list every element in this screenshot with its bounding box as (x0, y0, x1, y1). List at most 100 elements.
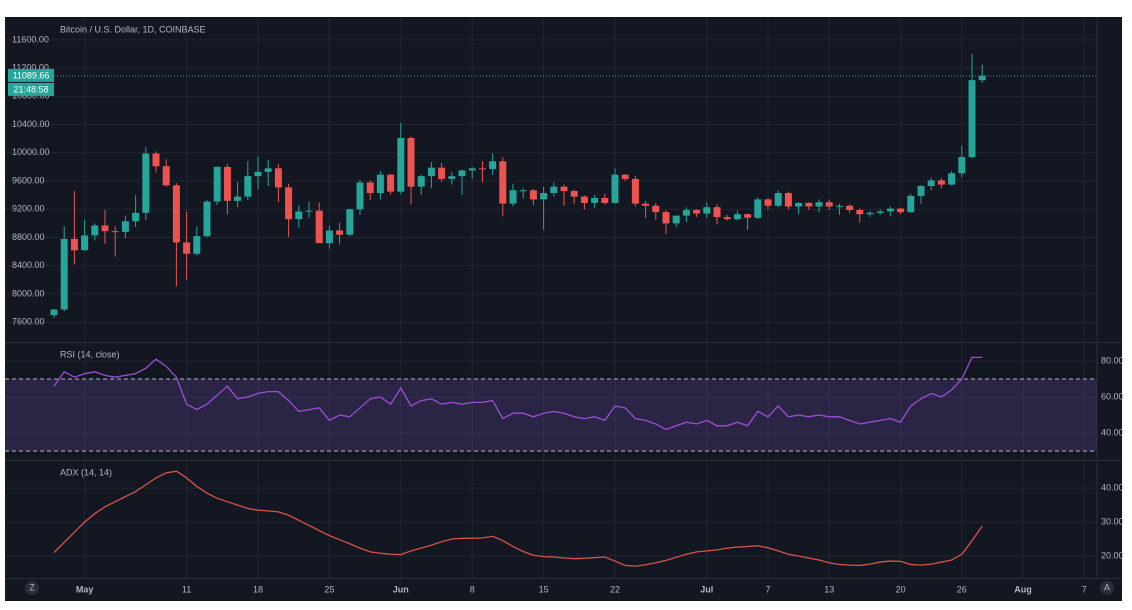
candle-body (489, 161, 497, 170)
candle-body (835, 205, 843, 207)
x-tick-label: 13 (824, 584, 834, 594)
x-tick-label: May (76, 584, 94, 594)
candle-body (244, 176, 252, 197)
candle-body (203, 201, 211, 237)
candle-body (846, 205, 854, 210)
y-tick-label: 7600.00 (12, 317, 45, 327)
y-tick-label: 80.00 (1101, 355, 1124, 365)
candle-body (111, 231, 119, 233)
x-tick-label: 26 (957, 584, 967, 594)
chart-background (5, 17, 1122, 601)
candle-body (336, 230, 344, 235)
candle-body (172, 185, 180, 243)
candle-body (295, 211, 303, 220)
candle-body (407, 138, 415, 187)
candle-body (315, 210, 323, 244)
candle-body (70, 238, 78, 251)
scale-button-label[interactable]: Z (29, 582, 35, 592)
candle-body (254, 171, 262, 177)
candle-body (183, 242, 191, 254)
y-tick-label: 8400.00 (12, 260, 45, 270)
indicator-line (53, 470, 983, 567)
candle-body (897, 208, 905, 213)
candle-body (438, 167, 446, 179)
candle-body (927, 180, 935, 186)
candle-body (274, 168, 282, 188)
candle-body (652, 205, 660, 213)
candle-body (886, 208, 894, 212)
candle-body (152, 153, 160, 167)
candle-body (754, 199, 762, 218)
countdown-box (8, 82, 54, 96)
candle-body (733, 214, 741, 220)
x-tick-label: Jun (393, 584, 409, 594)
candle-body (529, 190, 537, 200)
candle-body (682, 210, 690, 216)
candle-body (234, 196, 242, 201)
candle-body (132, 212, 140, 222)
candle-body (713, 207, 721, 218)
candle-body (427, 167, 435, 177)
candle-body (285, 187, 293, 220)
candle-body (448, 176, 456, 179)
candle-body (937, 180, 945, 185)
candle-body (346, 209, 354, 235)
candle-body (723, 217, 731, 220)
candle-body (509, 190, 517, 204)
candle-body (795, 202, 803, 207)
candle-body (560, 186, 568, 191)
candle-body (499, 161, 507, 204)
candle-body (91, 225, 99, 236)
candle-body (642, 203, 650, 206)
x-tick-label: 25 (324, 584, 334, 594)
candle-body (376, 174, 384, 194)
y-tick-label: 40.00 (1101, 427, 1124, 437)
scale-button[interactable] (25, 581, 39, 595)
candle-body (162, 166, 170, 186)
candle-body (611, 174, 619, 203)
pane-title: ADX (14, 14) (60, 467, 112, 477)
x-tick-label: 22 (610, 584, 620, 594)
candle-body (825, 202, 833, 207)
y-tick-label: 11600.00 (12, 34, 49, 44)
x-tick-label: 18 (253, 584, 263, 594)
candle-body (774, 193, 782, 206)
candle-body (325, 230, 333, 244)
y-tick-label: 20.00 (1101, 550, 1124, 560)
candle-body (662, 212, 670, 224)
candle-body (672, 215, 680, 224)
y-tick-label: 10400.00 (12, 119, 50, 129)
scale-button-label[interactable]: A (1104, 582, 1110, 592)
y-tick-label: 10000.00 (12, 147, 50, 157)
y-tick-label: 8000.00 (12, 288, 45, 298)
candle-body (570, 190, 578, 197)
x-tick-label: Jul (700, 584, 713, 594)
candle-body (264, 168, 272, 172)
candle-body (366, 182, 374, 194)
candle-body (703, 207, 711, 214)
candle-body (631, 178, 639, 204)
candle-body (580, 196, 588, 203)
candle-body (468, 168, 476, 171)
x-tick-label: 11 (182, 584, 191, 594)
x-tick-label: 8 (470, 584, 475, 594)
candle-body (458, 170, 466, 177)
candle-body (948, 173, 956, 185)
x-tick-label: 7 (765, 584, 770, 594)
x-tick-label: 15 (539, 584, 549, 594)
candle-body (978, 75, 986, 81)
indicator-line (53, 356, 983, 431)
candle-body (876, 211, 884, 213)
candle-body (101, 225, 109, 232)
candle-body (601, 198, 609, 203)
y-tick-label: 30.00 (1101, 516, 1124, 526)
y-tick-label: 40.00 (1101, 483, 1124, 493)
candle-body (193, 236, 201, 254)
candle-body (397, 138, 405, 192)
y-tick-label: 9200.00 (12, 204, 45, 214)
candle-body (621, 174, 629, 179)
scale-button[interactable] (1100, 581, 1114, 595)
candle-body (550, 186, 558, 194)
candle-body (356, 182, 364, 210)
